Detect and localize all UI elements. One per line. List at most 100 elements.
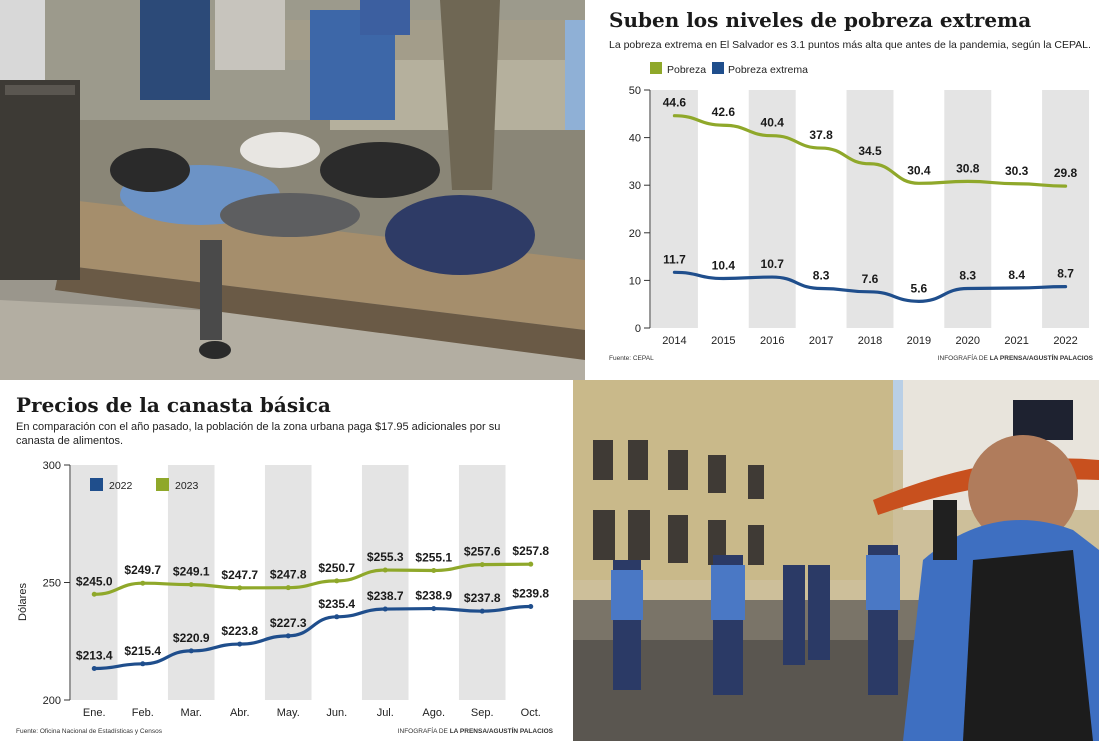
data-label: 8.4 [1008,268,1025,282]
y-tick-label: 30 [629,180,641,192]
x-tick-label: Mar. [181,707,202,719]
data-label: $215.4 [124,644,161,658]
series-line-pobreza [672,114,1068,188]
column-band [650,90,698,328]
column-band [846,90,894,328]
data-point [285,633,291,639]
data-label: $247.7 [221,568,258,582]
chart-credit: INFOGRAFÍA DE LA PRENSA/AGUSTÍN PALACIOS [938,353,1094,362]
x-tick-label: 2016 [760,335,784,347]
x-tick-label: Oct. [521,707,541,719]
x-tick-label: 2020 [956,335,980,347]
x-tick-label: Ago. [422,707,445,719]
x-tick-label: 2019 [907,335,931,347]
x-tick-label: 2022 [1053,335,1077,347]
data-label: 30.8 [956,161,980,175]
x-tick-label: Feb. [132,707,154,719]
x-tick-label: 2017 [809,335,833,347]
legend-swatch-pobreza-extrema [712,62,724,74]
legend-label-2022: 2022 [109,480,133,492]
data-point [140,580,146,586]
data-label: $238.9 [415,589,452,603]
data-label: $227.3 [270,616,307,630]
x-tick-label: Jun. [326,707,347,719]
y-tick-label: 40 [629,133,641,145]
data-point [382,606,388,612]
data-label: 40.4 [761,116,785,130]
data-label: 42.6 [712,105,736,119]
data-point [285,585,291,591]
data-label: 34.5 [858,144,882,158]
y-axis-label: Dólares [17,583,29,621]
x-tick-label: Jul. [377,707,394,719]
data-label: 29.8 [1054,166,1078,180]
x-tick-label: 2015 [711,335,735,347]
y-tick-label: 50 [629,85,641,97]
chart-title: Precios de la canasta básica [16,393,331,417]
data-point [91,666,97,672]
data-label: 7.6 [862,272,879,286]
data-label: 30.3 [1005,164,1029,178]
x-tick-label: 2018 [858,335,882,347]
data-point [188,648,194,654]
data-point [528,561,534,567]
legend-swatch-2023 [156,478,169,491]
data-label: 44.6 [663,96,687,110]
x-tick-label: Abr. [230,707,250,719]
x-tick-label: May. [277,707,300,719]
chart-subtitle: La pobreza extrema en El Salvador es 3.1… [609,39,1091,51]
chart-subtitle-line-1: En comparación con el año pasado, la pob… [16,421,500,433]
data-point [237,641,243,647]
data-label: 10.7 [761,257,785,271]
y-tick-label: 250 [43,578,61,590]
data-label: $213.4 [76,649,113,663]
data-point [334,614,340,620]
data-label: 8.3 [959,268,976,282]
data-label: 5.6 [911,281,928,295]
series-line-2023 [92,562,533,596]
photo-police-street [573,380,1099,741]
data-point [479,608,485,614]
data-label: $239.8 [512,586,549,600]
legend-swatch-2022 [90,478,103,491]
data-label: 8.7 [1057,267,1074,281]
photo-people-on-bench [0,0,585,380]
data-label: $255.3 [367,550,404,564]
legend-label-2023: 2023 [175,480,199,492]
data-label: $237.8 [464,591,501,605]
chart-legend: 2022 2023 [90,478,199,492]
chart-source: Fuente: CEPAL [609,355,654,362]
chart-legend: Pobreza Pobreza extrema [650,62,808,76]
data-label: $235.4 [318,597,355,611]
y-tick-label: 300 [43,460,61,472]
column-band [748,90,796,328]
data-label: $247.8 [270,568,307,582]
y-tick-label: 200 [43,695,61,707]
data-point [140,661,146,667]
y-tick-label: 0 [635,323,641,335]
column-band [264,465,312,700]
data-label: $220.9 [173,631,210,645]
chart-canasta-basica: Precios de la canasta básica En comparac… [0,380,573,741]
column-band [458,465,506,700]
x-tick-label: Ene. [83,707,106,719]
x-tick-label: 2021 [1004,335,1028,347]
chart-subtitle-line-2: canasta de alimentos. [16,435,123,447]
data-point [431,606,437,612]
legend-label-pobreza-extrema: Pobreza extrema [728,64,808,76]
series-line-pobreza-extrema [672,270,1068,303]
data-point [479,562,485,568]
x-tick-label: Sep. [471,707,494,719]
chart-poverty: Suben los niveles de pobreza extrema La … [585,0,1099,380]
data-point [528,603,534,609]
data-point [91,591,97,597]
data-point [334,578,340,584]
column-band [70,465,118,700]
chart-title: Suben los niveles de pobreza extrema [609,8,1031,32]
data-label: $249.1 [173,565,210,579]
data-label: 10.4 [712,258,736,272]
data-point [237,585,243,591]
data-label: $255.1 [415,551,452,565]
data-label: 8.3 [813,268,830,282]
data-label: $257.8 [512,544,549,558]
